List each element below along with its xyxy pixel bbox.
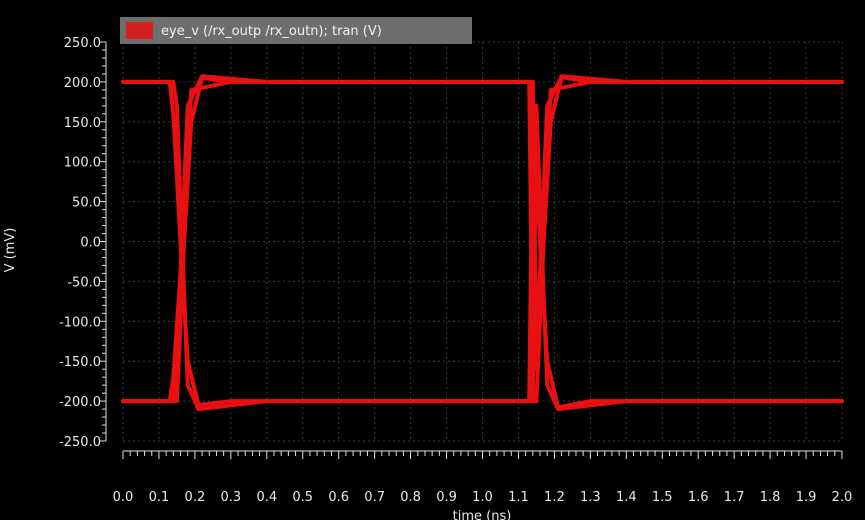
- x-tick-label: 0.5: [292, 490, 313, 505]
- x-tick-label: 1.3: [580, 490, 601, 505]
- y-tick-label: 50.0: [72, 196, 101, 211]
- x-tick-label: 0.3: [221, 490, 242, 505]
- x-tick-label: 1.5: [652, 490, 673, 505]
- y-tick-label: -150.0: [59, 355, 101, 370]
- y-tick-label: 0.0: [80, 236, 101, 251]
- y-tick-label: -100.0: [59, 315, 101, 330]
- x-tick-label: 0.1: [149, 490, 170, 505]
- x-tick-label: 0.4: [256, 490, 277, 505]
- x-tick-label: 1.9: [796, 490, 817, 505]
- x-tick-label: 1.2: [544, 490, 565, 505]
- y-tick-label: -250.0: [59, 435, 101, 450]
- y-axis-title: V (mV): [3, 228, 18, 273]
- trace-group: [121, 74, 844, 412]
- eye-trace-2: [121, 79, 844, 412]
- y-tick-label: 200.0: [64, 76, 101, 91]
- eye-trace-3: [121, 74, 844, 404]
- y-tick-label: 150.0: [64, 116, 101, 131]
- tick-labels: 250.0 200.0 150.0 100.0 50.0 0.0 -50.0 -100.0 -1…: [59, 36, 852, 505]
- x-tick-label: 1.7: [724, 490, 745, 505]
- x-tick-label: 0.9: [436, 490, 457, 505]
- x-tick-label: 1.4: [616, 490, 637, 505]
- eye-trace-4: [121, 79, 233, 404]
- x-tick-label: 2.0: [832, 490, 853, 505]
- legend-label: eye_v (/rx_outp /rx_outn); tran (V): [161, 24, 382, 39]
- y-tick-label: -200.0: [59, 395, 101, 410]
- x-tick-label: 1.6: [688, 490, 709, 505]
- axes: [100, 41, 843, 459]
- y-tick-label: 100.0: [64, 156, 101, 171]
- x-tick-label: 1.8: [760, 490, 781, 505]
- y-tick-label: 250.0: [64, 36, 101, 51]
- x-tick-label: 0.6: [328, 490, 349, 505]
- x-tick-label: 0.7: [364, 490, 385, 505]
- legend[interactable]: eye_v (/rx_outp /rx_outn); tran (V): [120, 17, 472, 44]
- legend-swatch: [126, 22, 153, 39]
- eye-trace-5: [480, 79, 593, 404]
- x-tick-label: 0.8: [400, 490, 421, 505]
- x-tick-label: 0.0: [113, 490, 134, 505]
- x-tick-label: 1.1: [508, 490, 529, 505]
- legend-background: [120, 17, 472, 44]
- x-tick-label: 1.0: [472, 490, 493, 505]
- y-tick-label: -50.0: [67, 275, 101, 290]
- x-tick-label: 0.2: [185, 490, 206, 505]
- x-axis-title: time (ns): [453, 509, 512, 520]
